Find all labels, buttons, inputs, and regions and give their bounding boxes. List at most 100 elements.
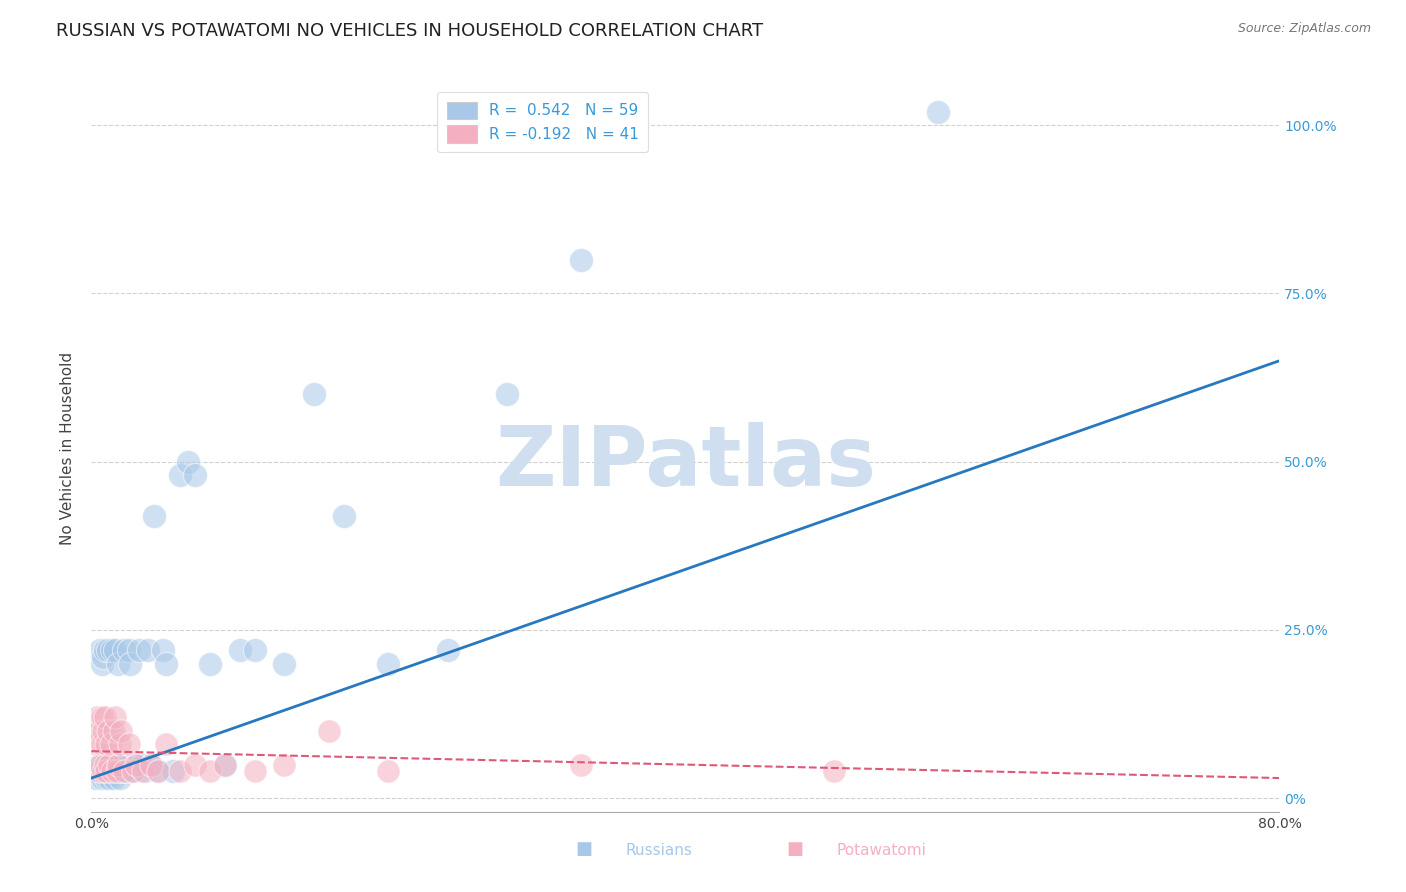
Point bbox=[139, 757, 162, 772]
Point bbox=[273, 657, 295, 671]
Point bbox=[496, 387, 519, 401]
Point bbox=[94, 764, 117, 779]
Point bbox=[118, 657, 141, 671]
Text: ■: ■ bbox=[786, 840, 803, 858]
Point bbox=[229, 643, 252, 657]
Point bbox=[108, 771, 131, 785]
Point bbox=[90, 738, 112, 752]
Point bbox=[214, 757, 236, 772]
Point bbox=[333, 508, 356, 523]
Point bbox=[90, 657, 112, 671]
Text: Source: ZipAtlas.com: Source: ZipAtlas.com bbox=[1237, 22, 1371, 36]
Point bbox=[107, 657, 129, 671]
Point bbox=[142, 508, 165, 523]
Point bbox=[87, 764, 110, 779]
Legend: R =  0.542   N = 59, R = -0.192   N = 41: R = 0.542 N = 59, R = -0.192 N = 41 bbox=[437, 93, 648, 153]
Point bbox=[155, 657, 177, 671]
Point bbox=[927, 104, 949, 119]
Point bbox=[134, 764, 156, 779]
Point bbox=[104, 710, 127, 724]
Text: ■: ■ bbox=[575, 840, 592, 858]
Point bbox=[122, 764, 145, 779]
Point bbox=[108, 738, 131, 752]
Point bbox=[86, 710, 108, 724]
Point bbox=[200, 764, 222, 779]
Point bbox=[91, 649, 114, 664]
Point bbox=[100, 723, 122, 738]
Point bbox=[139, 757, 162, 772]
Point bbox=[377, 764, 399, 779]
Point bbox=[128, 643, 150, 657]
Text: Potawatomi: Potawatomi bbox=[837, 843, 927, 858]
Point bbox=[273, 757, 295, 772]
Point bbox=[571, 757, 593, 772]
Point bbox=[243, 643, 266, 657]
Point bbox=[101, 643, 124, 657]
Point bbox=[110, 723, 132, 738]
Point bbox=[94, 643, 117, 657]
Point bbox=[103, 771, 125, 785]
Point bbox=[101, 764, 124, 779]
Point bbox=[104, 643, 127, 657]
Point bbox=[184, 757, 207, 772]
Point bbox=[89, 764, 111, 779]
Point bbox=[96, 757, 118, 772]
Point bbox=[125, 757, 148, 772]
Point bbox=[94, 757, 117, 772]
Point bbox=[302, 387, 325, 401]
Point bbox=[148, 764, 170, 779]
Point bbox=[177, 455, 200, 469]
Point bbox=[117, 643, 139, 657]
Point bbox=[100, 738, 122, 752]
Point bbox=[115, 764, 138, 779]
Point bbox=[89, 757, 111, 772]
Point bbox=[148, 764, 170, 779]
Point bbox=[155, 738, 177, 752]
Point bbox=[105, 764, 128, 779]
Point bbox=[377, 657, 399, 671]
Point bbox=[100, 764, 122, 779]
Point bbox=[89, 643, 111, 657]
Point bbox=[112, 643, 135, 657]
Point bbox=[96, 764, 118, 779]
Y-axis label: No Vehicles in Household: No Vehicles in Household bbox=[60, 351, 76, 545]
Point bbox=[90, 771, 112, 785]
Text: RUSSIAN VS POTAWATOMI NO VEHICLES IN HOUSEHOLD CORRELATION CHART: RUSSIAN VS POTAWATOMI NO VEHICLES IN HOU… bbox=[56, 22, 763, 40]
Text: ZIPatlas: ZIPatlas bbox=[495, 422, 876, 503]
Point bbox=[162, 764, 184, 779]
Point bbox=[84, 738, 107, 752]
Point bbox=[111, 757, 134, 772]
Text: Russians: Russians bbox=[626, 843, 693, 858]
Point bbox=[96, 771, 118, 785]
Point bbox=[91, 757, 114, 772]
Point bbox=[96, 738, 118, 752]
Point bbox=[90, 710, 112, 724]
Point bbox=[318, 723, 340, 738]
Point bbox=[98, 771, 121, 785]
Point bbox=[125, 757, 148, 772]
Point bbox=[169, 468, 191, 483]
Point bbox=[131, 757, 153, 772]
Point bbox=[97, 643, 120, 657]
Point bbox=[117, 738, 139, 752]
Point bbox=[97, 723, 120, 738]
Point bbox=[103, 764, 125, 779]
Point bbox=[169, 764, 191, 779]
Point bbox=[91, 723, 114, 738]
Point bbox=[110, 764, 132, 779]
Point bbox=[152, 643, 174, 657]
Point bbox=[823, 764, 845, 779]
Point bbox=[91, 764, 114, 779]
Point bbox=[84, 771, 107, 785]
Point bbox=[136, 643, 159, 657]
Point bbox=[98, 757, 121, 772]
Point bbox=[97, 764, 120, 779]
Point bbox=[87, 757, 110, 772]
Point bbox=[98, 757, 121, 772]
Point bbox=[103, 723, 125, 738]
Point bbox=[214, 757, 236, 772]
Point bbox=[200, 657, 222, 671]
Point bbox=[243, 764, 266, 779]
Point bbox=[132, 764, 155, 779]
Point bbox=[184, 468, 207, 483]
